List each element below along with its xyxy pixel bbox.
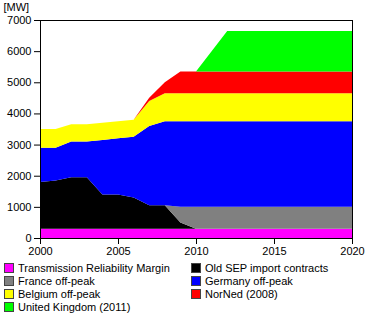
html-text:Germany off-peak: Germany off-peak: [205, 275, 293, 287]
svg-text:5000: 5000: [7, 76, 31, 88]
svg-text:4000: 4000: [7, 107, 31, 119]
svg-text:2000: 2000: [7, 170, 31, 182]
svg-text:2020: 2020: [340, 245, 364, 257]
html-text:France off-peak: France off-peak: [18, 275, 95, 287]
svg-text:3000: 3000: [7, 139, 31, 151]
svg-text:[MW]: [MW]: [4, 1, 30, 13]
html-text:NorNed (2008): NorNed (2008): [205, 288, 278, 300]
svg-text:7000: 7000: [7, 14, 31, 26]
html-text:Old SEP import contracts: Old SEP import contracts: [205, 262, 329, 274]
svg-text:2015: 2015: [262, 245, 286, 257]
html-text:Belgium off-peak: Belgium off-peak: [18, 288, 101, 300]
html-text:Transmission Reliability Margi: Transmission Reliability Margin: [18, 262, 170, 274]
svg-text:2005: 2005: [106, 245, 130, 257]
html-text:United Kingdom (2011): United Kingdom (2011): [18, 301, 131, 313]
svg-text:6000: 6000: [7, 45, 31, 57]
svg-text:1000: 1000: [7, 201, 31, 213]
svg-text:0: 0: [25, 232, 31, 244]
svg-text:2000: 2000: [28, 245, 52, 257]
svg-text:2010: 2010: [184, 245, 208, 257]
